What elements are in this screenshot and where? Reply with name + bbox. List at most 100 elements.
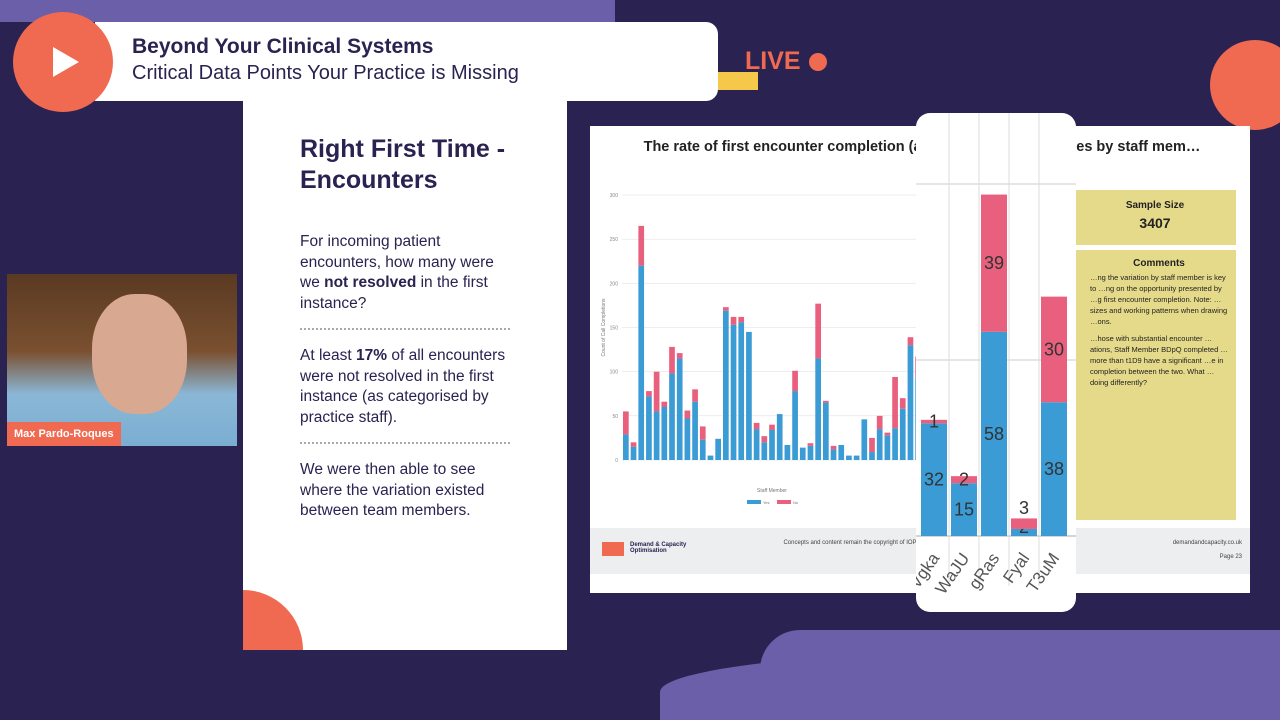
paragraph-1: For incoming patient encounters, how man… (300, 233, 494, 312)
bar-no (807, 443, 814, 446)
bar-yes (669, 373, 675, 460)
bar-no (830, 445, 837, 450)
bar-yes (746, 331, 752, 460)
brand-name: Demand & Capacity Optimisation (630, 542, 687, 554)
x-tick-label: T3uM (1023, 549, 1063, 596)
bar (1041, 402, 1067, 536)
legend-label: Yes (763, 500, 770, 505)
title-card: Beyond Your Clinical Systems Critical Da… (95, 22, 718, 101)
bar-no (769, 424, 775, 430)
bar-yes (846, 455, 852, 460)
bar-yes (699, 439, 706, 460)
bar-no (623, 411, 629, 435)
bar-yes (653, 411, 660, 460)
sample-size-label: Sample Size (1125, 200, 1185, 211)
data-label: 32 (924, 470, 944, 490)
bar-no (646, 391, 652, 397)
y-tick-label: 0 (615, 458, 618, 464)
bar (951, 483, 977, 536)
bar-yes (738, 322, 745, 460)
live-dot-icon (808, 52, 827, 71)
data-label: 2 (959, 470, 969, 490)
bar-yes (892, 428, 898, 460)
y-tick-label: 50 (612, 414, 618, 420)
bar-no (738, 316, 745, 323)
bar (981, 194, 1007, 332)
bar-no (730, 316, 737, 325)
title: Beyond Your Clinical Systems (132, 35, 434, 58)
bar-yes (638, 265, 645, 460)
bar-no (869, 437, 875, 453)
bar-yes (715, 438, 721, 460)
data-label: 58 (984, 424, 1004, 444)
bar-no (899, 398, 906, 409)
website: demandandcapacity.co.uk (1172, 540, 1242, 546)
paragraph-3: We were then able to see where the varia… (300, 461, 485, 519)
bar-no (669, 346, 675, 374)
y-tick-label: 200 (610, 281, 619, 287)
legend-swatch (777, 500, 791, 504)
bar-yes (823, 402, 829, 460)
bar-yes (730, 324, 737, 460)
y-axis-label: Count of Call Completions (601, 298, 607, 357)
bar-yes (776, 414, 783, 460)
comments-label: Comments (1133, 258, 1185, 269)
bar-yes (792, 391, 798, 460)
bar-no (684, 410, 691, 419)
comments-box: Comments …ng the variation by staff memb… (1074, 250, 1236, 520)
divider (300, 442, 510, 444)
bar-yes (899, 408, 906, 460)
brand-logo-icon (602, 542, 624, 556)
bar-no (676, 353, 683, 359)
magnifier-overlay: 321Vgka152WaJU5839gRas23Fyal3830T3uM (916, 113, 1076, 612)
bar-no (753, 422, 760, 430)
bar-yes (884, 435, 891, 460)
data-label: 39 (984, 253, 1004, 273)
bar-no (723, 307, 729, 311)
bar-no (630, 442, 637, 447)
bar (951, 476, 977, 484)
bar-yes (623, 434, 629, 460)
slide-heading: Right First Time - Encounters (300, 135, 506, 194)
top-band (0, 0, 615, 22)
bar-yes (761, 442, 768, 460)
bar-no (699, 426, 706, 440)
bar (1011, 518, 1037, 529)
presenter-name: Max Pardo-Roques (7, 422, 121, 446)
bar (1011, 528, 1037, 536)
bar-no (907, 337, 914, 346)
magnified-bar-chart: 321Vgka152WaJU5839gRas23Fyal3830T3uM (916, 113, 1076, 598)
subtitle: Critical Data Points Your Practice is Mi… (132, 62, 519, 84)
staff-bar-chart: 0 50 100 150 200 250 300 Staff Member Count of C… (601, 193, 922, 505)
bar-no (815, 303, 821, 359)
bar-no (661, 401, 668, 407)
bar-no (792, 370, 798, 392)
data-label: 15 (954, 500, 974, 520)
bar-no (876, 415, 883, 430)
comments-text: …ng the variation by staff member is key… (1090, 273, 1228, 326)
bar-yes (661, 407, 668, 460)
bar-yes (630, 446, 637, 460)
bar-yes (784, 444, 791, 460)
bar-yes (815, 358, 821, 460)
bottom-band-2 (760, 630, 1280, 720)
sample-size-box: Sample Size 3407 (1074, 190, 1236, 245)
play-icon[interactable] (13, 12, 113, 112)
bar-yes (676, 358, 683, 460)
bar (921, 423, 947, 536)
y-tick-label: 250 (610, 237, 619, 243)
bar-yes (692, 401, 698, 460)
bar-yes (830, 449, 837, 460)
bar-no (638, 225, 645, 266)
paragraph-2: At least 17% of all encounters were not … (300, 347, 506, 426)
bar-no (823, 400, 829, 403)
bar (921, 419, 947, 424)
bar-yes (707, 455, 714, 460)
y-tick-label: 100 (610, 370, 619, 376)
data-label: 30 (1044, 339, 1064, 359)
bar-yes (907, 345, 914, 460)
bar-yes (853, 455, 860, 460)
bar-yes (869, 452, 875, 460)
bar-yes (799, 447, 806, 460)
data-label: 38 (1044, 459, 1064, 479)
